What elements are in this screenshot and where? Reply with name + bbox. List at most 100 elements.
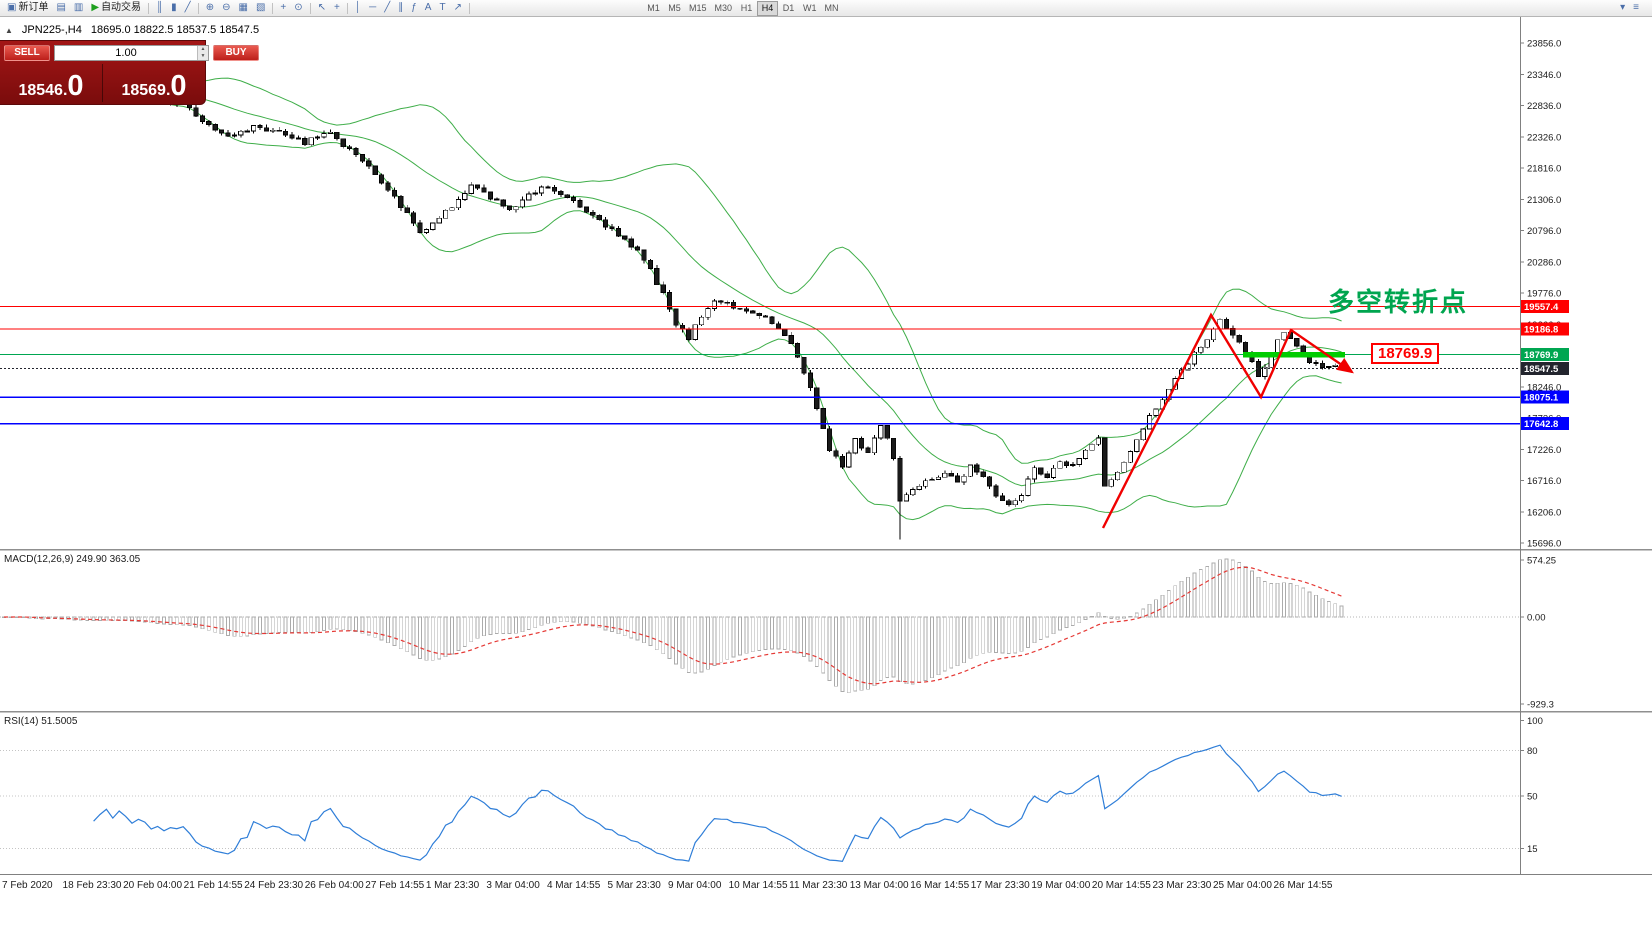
svg-text:20796.0: 20796.0 <box>1527 226 1561 237</box>
svg-text:19776.0: 19776.0 <box>1527 289 1561 300</box>
new-order-button[interactable]: ▣ 新订单 <box>3 1 52 16</box>
toolbar-separator <box>346 2 348 14</box>
tile-windows-button[interactable]: ▦ <box>234 1 251 16</box>
candlestick-series <box>1 77 1345 540</box>
candlestick-chart-icon: ▮ <box>171 2 177 13</box>
toolbar-right-buttons: ▾ ≡ <box>1616 1 1643 16</box>
zoom-out-icon: ⊖ <box>222 2 231 13</box>
text-button[interactable]: A <box>421 1 436 16</box>
volume-input[interactable] <box>55 45 197 60</box>
periods-icon: ⊙ <box>294 2 303 13</box>
svg-text:18547.5: 18547.5 <box>1524 364 1559 375</box>
volume-down-button[interactable]: ▼ <box>197 52 208 60</box>
fibonacci-icon: ƒ <box>411 2 417 13</box>
svg-text:18075.1: 18075.1 <box>1524 393 1559 404</box>
timeframe-mn-button[interactable]: MN <box>821 1 843 16</box>
timeframe-d1-button[interactable]: D1 <box>778 1 799 16</box>
timeframe-m5-button[interactable]: M5 <box>664 1 685 16</box>
rsi-indicator-label: RSI(14) 51.5005 <box>4 716 78 727</box>
time-axis-label: 13 Mar 04:00 <box>849 880 909 891</box>
svg-text:17642.8: 17642.8 <box>1524 419 1558 430</box>
time-axis-label: 20 Mar 14:55 <box>1091 880 1151 891</box>
volume-spin-buttons: ▲ ▼ <box>197 45 208 60</box>
periods-button[interactable]: ⊙ <box>290 1 306 16</box>
volume-up-button[interactable]: ▲ <box>197 45 208 53</box>
buy-price[interactable]: 18569. 0 <box>103 64 205 102</box>
label-icon: T <box>439 2 446 13</box>
svg-text:19557.4: 19557.4 <box>1524 302 1559 313</box>
svg-text:20286.0: 20286.0 <box>1527 257 1561 268</box>
vertical-line-button[interactable]: │ <box>351 1 365 16</box>
timeframe-m30-button[interactable]: M30 <box>710 1 736 16</box>
buy-price-small: 18569. <box>121 82 171 99</box>
chart-canvas[interactable]: 23856.0 23346.0 22836.0 22326.0 21816.0 21306… <box>0 17 1652 874</box>
svg-text:22326.0: 22326.0 <box>1527 132 1561 143</box>
channel-icon: ∥ <box>398 2 404 13</box>
timeframe-m15-button[interactable]: M15 <box>685 1 711 16</box>
channel-button[interactable]: ∥ <box>394 1 407 16</box>
chart-dropdown-button[interactable]: ▾ <box>1616 1 1629 16</box>
cursor-button[interactable]: ↖ <box>314 1 330 16</box>
auto-arrange-button[interactable]: ▧ <box>252 1 269 16</box>
svg-text:23346.0: 23346.0 <box>1527 70 1561 81</box>
svg-text:50: 50 <box>1527 791 1538 802</box>
timeframe-h1-button[interactable]: H1 <box>736 1 757 16</box>
shapes-button[interactable]: ↗ <box>450 1 466 16</box>
trade-panel-controls: SELL ▲ ▼ BUY <box>0 41 259 64</box>
svg-text:80: 80 <box>1527 746 1538 757</box>
time-axis-label: 27 Feb 14:55 <box>365 880 425 891</box>
trade-panel-prices: 18546. 0 18569. 0 <box>0 64 205 102</box>
toolbar-separator <box>468 2 470 14</box>
timeframe-toolbar: M1 M5 M15 M30 H1 H4 D1 W1 MN <box>643 0 843 16</box>
candlestick-chart-button[interactable]: ▮ <box>167 1 181 16</box>
zoom-in-button[interactable]: ⊕ <box>202 1 218 16</box>
time-axis-label: 20 Feb 04:00 <box>123 880 183 891</box>
toolbar-buttons: ▣ 新订单 ▤ ▥ ▶ 自动交易 ║ ▮ ╱ ⊕ ⊖ ▦ ▧ + ⊙ ↖ + │ ─ ╱ ∥ ƒ A T ↗ <box>3 1 473 16</box>
sell-button[interactable]: SELL <box>4 44 50 61</box>
new-order-icon: ▣ <box>7 2 17 13</box>
timeframe-m1-button[interactable]: M1 <box>643 1 664 16</box>
indicators-button[interactable]: + <box>276 1 290 16</box>
time-axis-label: 3 Mar 04:00 <box>486 880 540 891</box>
time-axis-label: 9 Mar 04:00 <box>668 880 722 891</box>
svg-text:23856.0: 23856.0 <box>1527 39 1561 50</box>
time-axis[interactable]: 7 Feb 2020 18 Feb 23:30 20 Feb 04:00 21 Feb… <box>0 874 1652 896</box>
sell-price-big: 0 <box>67 70 84 103</box>
one-click-toggle-icon[interactable]: ▲ <box>5 26 13 35</box>
svg-text:16716.0: 16716.0 <box>1527 476 1561 487</box>
trendline-button[interactable]: ╱ <box>380 1 394 16</box>
buy-price-big: 0 <box>170 70 187 103</box>
horizontal-line-icon: ─ <box>369 2 377 13</box>
ohlc-bars-button[interactable]: ║ <box>152 1 167 16</box>
svg-text:18246.0: 18246.0 <box>1527 382 1561 393</box>
time-axis-label: 19 Mar 04:00 <box>1031 880 1091 891</box>
price-scale[interactable]: 23856.0 23346.0 22836.0 22326.0 21816.0 21306… <box>1520 17 1561 874</box>
label-button[interactable]: T <box>435 1 449 16</box>
zoom-out-button[interactable]: ⊖ <box>218 1 234 16</box>
autotrading-button[interactable]: ▶ 自动交易 <box>87 1 145 16</box>
horizontal-line-button[interactable]: ─ <box>365 1 380 16</box>
price-scale-badges: 19557.4 19186.8 18769.9 18547.5 18075.1 17642… <box>1521 299 1569 431</box>
toolbar-overflow-icon: ≡ <box>1633 2 1639 13</box>
svg-text:100: 100 <box>1527 716 1543 727</box>
timeframe-w1-button[interactable]: W1 <box>799 1 821 16</box>
chart-profiles-button[interactable]: ▤ <box>52 1 69 16</box>
buy-button[interactable]: BUY <box>213 44 259 61</box>
chart-annotations <box>1101 312 1354 529</box>
timeframe-h4-button[interactable]: H4 <box>757 0 778 16</box>
chart-dropdown-icon: ▾ <box>1620 2 1626 13</box>
fibonacci-button[interactable]: ƒ <box>407 1 421 16</box>
macd-panel-layer <box>0 558 1520 694</box>
crosshair-button[interactable]: + <box>330 1 344 16</box>
market-watch-button[interactable]: ▥ <box>70 1 87 16</box>
sell-price[interactable]: 18546. 0 <box>0 64 102 102</box>
main-toolbar: ▣ 新订单 ▤ ▥ ▶ 自动交易 ║ ▮ ╱ ⊕ ⊖ ▦ ▧ + ⊙ ↖ + │ ─ ╱ ∥ ƒ A T ↗ M1 M5 M15 M3… <box>0 0 1652 17</box>
rsi-panel-layer <box>0 744 1520 863</box>
line-chart-button[interactable]: ╱ <box>181 1 195 16</box>
crosshair-icon: + <box>334 2 340 13</box>
svg-text:21306.0: 21306.0 <box>1527 195 1561 206</box>
time-axis-label: 26 Feb 04:00 <box>304 880 364 891</box>
toolbar-overflow-button[interactable]: ≡ <box>1629 1 1643 16</box>
main-chart-layer <box>0 76 1520 540</box>
